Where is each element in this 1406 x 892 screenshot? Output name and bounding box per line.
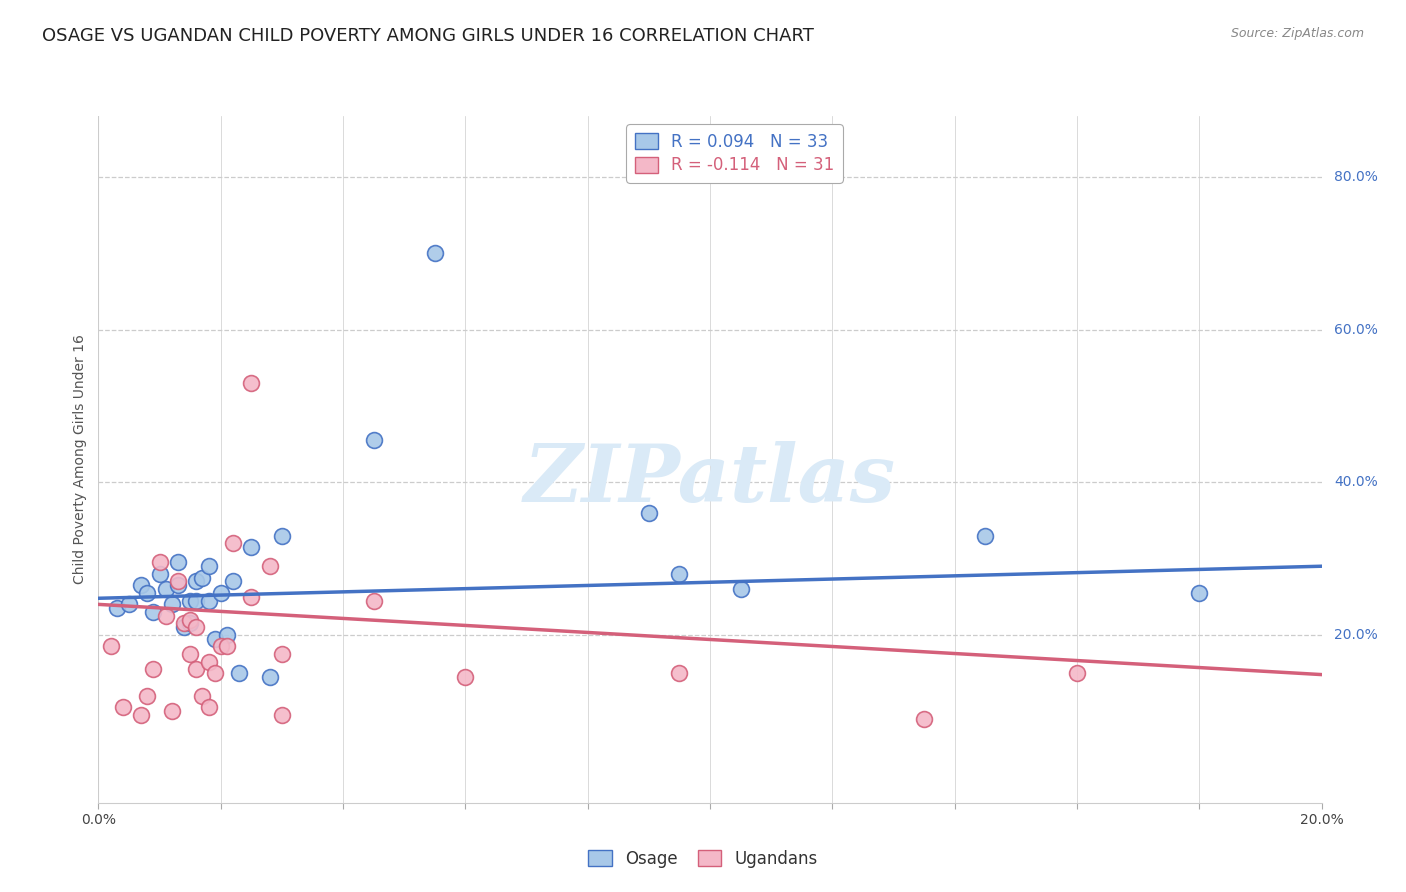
Point <box>270 708 292 723</box>
Point <box>209 586 232 600</box>
Point <box>186 620 208 634</box>
Point <box>197 655 219 669</box>
Point <box>197 700 219 714</box>
Point <box>149 555 172 570</box>
Point <box>637 506 661 520</box>
Point <box>179 593 201 607</box>
Point <box>209 640 232 654</box>
Y-axis label: Child Poverty Among Girls Under 16: Child Poverty Among Girls Under 16 <box>73 334 87 584</box>
Text: 80.0%: 80.0% <box>1334 170 1378 184</box>
Point <box>186 574 208 589</box>
Point <box>111 700 134 714</box>
Point <box>215 640 238 654</box>
Point <box>160 704 183 718</box>
Point <box>270 529 292 543</box>
Text: Source: ZipAtlas.com: Source: ZipAtlas.com <box>1230 27 1364 40</box>
Point <box>149 566 172 581</box>
Point <box>363 593 385 607</box>
Point <box>668 666 690 681</box>
Point <box>197 559 219 574</box>
Point <box>100 640 122 654</box>
Point <box>222 536 245 550</box>
Legend: Osage, Ugandans: Osage, Ugandans <box>582 844 824 875</box>
Text: 40.0%: 40.0% <box>1334 475 1378 490</box>
Point <box>191 689 214 703</box>
Point <box>215 628 238 642</box>
Point <box>167 574 190 589</box>
Text: 60.0%: 60.0% <box>1334 323 1378 336</box>
Point <box>730 582 752 596</box>
Point <box>204 666 226 681</box>
Point <box>1066 666 1088 681</box>
Point <box>186 593 208 607</box>
Point <box>259 670 281 684</box>
Point <box>136 689 159 703</box>
Point <box>173 620 195 634</box>
Point <box>129 708 152 723</box>
Point <box>423 246 446 260</box>
Text: ZIPatlas: ZIPatlas <box>524 442 896 519</box>
Point <box>668 566 690 581</box>
Legend: R = 0.094   N = 33, R = -0.114   N = 31: R = 0.094 N = 33, R = -0.114 N = 31 <box>626 124 842 183</box>
Point <box>136 586 159 600</box>
Point <box>240 590 263 604</box>
Point <box>974 529 997 543</box>
Point <box>186 662 208 676</box>
Point <box>454 670 477 684</box>
Point <box>912 712 935 726</box>
Point <box>259 559 281 574</box>
Point <box>179 647 201 661</box>
Text: OSAGE VS UGANDAN CHILD POVERTY AMONG GIRLS UNDER 16 CORRELATION CHART: OSAGE VS UGANDAN CHILD POVERTY AMONG GIR… <box>42 27 814 45</box>
Point <box>142 605 165 619</box>
Point <box>167 578 190 592</box>
Point <box>179 616 201 631</box>
Point <box>173 616 195 631</box>
Point <box>179 613 201 627</box>
Point <box>129 578 152 592</box>
Point <box>105 601 128 615</box>
Point <box>270 647 292 661</box>
Point <box>155 608 177 623</box>
Point <box>167 555 190 570</box>
Point <box>222 574 245 589</box>
Point <box>160 598 183 612</box>
Point <box>118 598 141 612</box>
Point <box>1188 586 1211 600</box>
Point <box>155 582 177 596</box>
Point <box>191 571 214 585</box>
Point <box>240 376 263 390</box>
Point <box>142 662 165 676</box>
Point <box>363 434 385 448</box>
Point <box>228 666 250 681</box>
Point <box>197 593 219 607</box>
Point <box>204 632 226 646</box>
Text: 20.0%: 20.0% <box>1334 628 1378 642</box>
Point <box>240 540 263 554</box>
